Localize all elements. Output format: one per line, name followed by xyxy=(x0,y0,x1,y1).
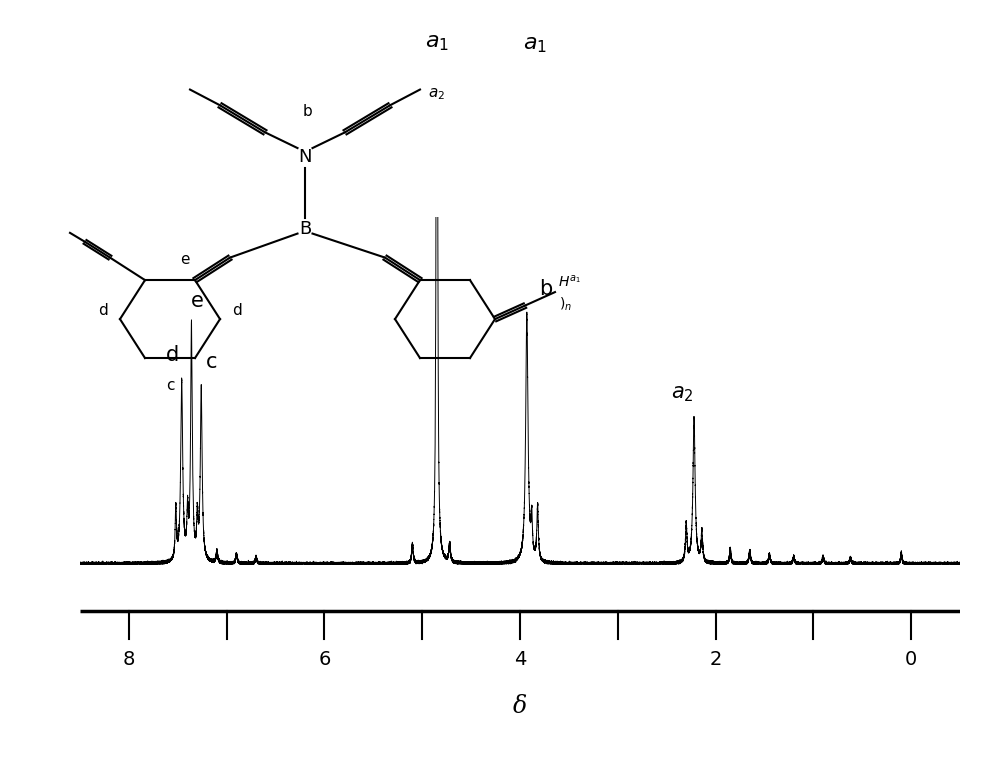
Text: 8: 8 xyxy=(123,650,135,669)
Text: 0: 0 xyxy=(905,650,917,669)
Text: c: c xyxy=(206,352,218,372)
Text: $)_n$: $)_n$ xyxy=(559,296,572,314)
Text: d: d xyxy=(98,303,107,317)
Text: 6: 6 xyxy=(318,650,331,669)
Text: 4: 4 xyxy=(514,650,526,669)
Text: $a_2$: $a_2$ xyxy=(428,86,445,102)
Text: e: e xyxy=(180,252,190,267)
Text: δ: δ xyxy=(513,695,527,718)
Text: $H^{a_1}$: $H^{a_1}$ xyxy=(558,274,580,290)
Text: B: B xyxy=(299,220,311,238)
Text: e: e xyxy=(191,291,204,311)
Text: $a_1$: $a_1$ xyxy=(523,35,547,55)
Text: d: d xyxy=(166,345,180,365)
Text: b: b xyxy=(303,104,312,119)
Text: b: b xyxy=(539,279,552,299)
Text: c: c xyxy=(166,378,174,393)
Text: N: N xyxy=(298,148,312,166)
Text: 2: 2 xyxy=(709,650,722,669)
Text: $a_1$: $a_1$ xyxy=(425,33,449,54)
Text: d: d xyxy=(232,303,242,317)
Text: $a_2$: $a_2$ xyxy=(671,384,694,404)
